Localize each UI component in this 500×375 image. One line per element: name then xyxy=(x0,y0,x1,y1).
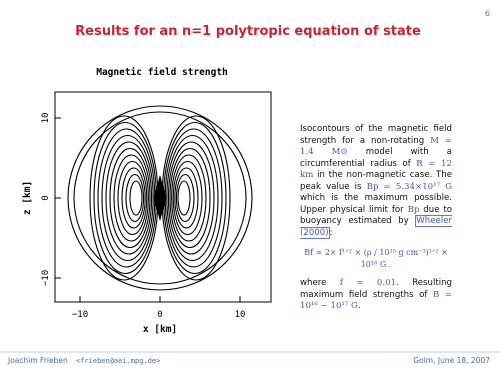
text-run: B = 10¹⁶ − 10¹⁷ G xyxy=(300,289,453,312)
formula: Bf ≈ 2× f¹ᐟ² × (ρ / 10¹⁵ g cm⁻³)¹ᐟ² × 10… xyxy=(304,248,448,269)
text-run: which is the maximum possible. Upper phy… xyxy=(300,193,452,215)
contour xyxy=(177,180,191,216)
text-run: in the non-magnetic case. The peak value… xyxy=(300,170,452,192)
text-run: Bp xyxy=(407,204,420,215)
contour xyxy=(105,141,153,255)
contour xyxy=(89,115,159,281)
text-run: f ≃ 0.01 xyxy=(339,278,397,288)
contour xyxy=(101,134,154,262)
contour xyxy=(169,147,211,249)
slide-title: Results for an n=1 polytropic equation o… xyxy=(75,24,421,39)
contour xyxy=(67,105,253,291)
x-tick-label: 10 xyxy=(235,310,246,320)
contour xyxy=(121,167,146,229)
plot-frame xyxy=(54,91,272,303)
contour xyxy=(109,147,151,249)
y-tick-label: 0 xyxy=(41,195,51,200)
y-tick-label: 10 xyxy=(41,113,51,124)
x-tick-label: −10 xyxy=(72,310,88,320)
contours xyxy=(67,105,253,291)
contour xyxy=(161,115,231,281)
x-axis-label: x [km] xyxy=(143,324,177,335)
text-run: . xyxy=(357,301,361,311)
text-run: due to buoyancy estimated by xyxy=(300,204,452,227)
contour xyxy=(153,185,167,211)
y-tick-label: −10 xyxy=(41,270,51,286)
description: Isocontours of the magnetic field streng… xyxy=(300,124,452,313)
text-run: model with a circumferential radius of xyxy=(300,147,452,169)
text-run: where xyxy=(300,278,340,288)
paragraph: Isocontours of the magnetic field streng… xyxy=(300,124,452,239)
contour xyxy=(172,160,203,236)
citation-link[interactable]: Wheeler (2000) xyxy=(300,215,452,239)
text-run: Bp = 5.34×10¹⁷ G xyxy=(366,181,452,192)
text-run: M = 1.4 M⊙ xyxy=(300,135,453,158)
contour xyxy=(174,167,199,229)
contour xyxy=(73,111,247,285)
contour xyxy=(171,154,207,242)
contour xyxy=(113,154,149,242)
contour xyxy=(117,160,148,236)
figure-title: Magnetic field strength xyxy=(96,67,228,78)
contour xyxy=(166,134,219,262)
text-run: Isocontours of the magnetic field streng… xyxy=(300,124,452,146)
text-run: R = 12 km xyxy=(300,158,452,181)
text-run: . Resulting maximum field strengths of xyxy=(300,278,452,300)
contour xyxy=(167,141,215,255)
footer-author: Joachim Frieben xyxy=(7,356,68,365)
footer-email: <frieben@aei.mpg.de> xyxy=(76,357,160,365)
page-number: 6 xyxy=(485,9,490,18)
contour xyxy=(175,173,195,223)
footer-date: Golm, June 18, 2007 xyxy=(413,356,490,365)
contour xyxy=(125,173,145,223)
x-tick-label: 0 xyxy=(157,310,162,320)
paragraph: where f ≃ 0.01. Resulting maximum field … xyxy=(300,278,452,313)
text-run: : xyxy=(329,227,333,238)
y-axis-label: z [km] xyxy=(22,181,33,215)
contour xyxy=(129,180,143,216)
